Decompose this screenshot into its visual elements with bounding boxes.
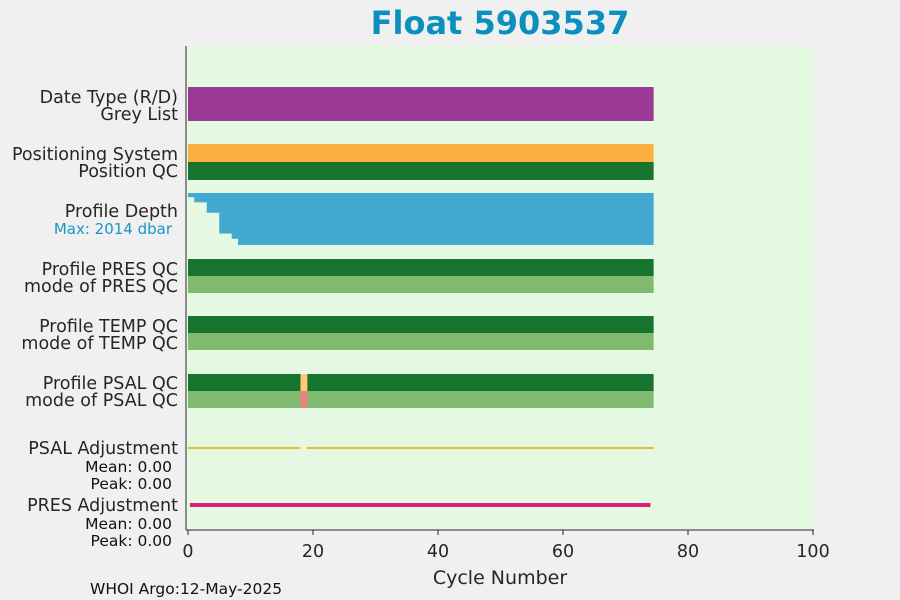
x-axis-label: Cycle Number	[433, 567, 567, 589]
psal-profile-anomaly	[300, 374, 308, 391]
row-labels-layer: Date Type (R/D)Grey List Positioning Syst…	[12, 88, 178, 550]
row-bar-0	[188, 87, 654, 121]
psal-mode-anomaly	[300, 391, 308, 408]
row-label-7: Profile TEMP QC	[39, 317, 178, 337]
adjustment-mean-0: Mean: 0.00	[85, 458, 172, 476]
profile-depth-cycle-6	[225, 193, 233, 234]
row-label-3: Position QC	[78, 162, 178, 182]
adjustment-peak-0: Peak: 0.00	[91, 475, 172, 493]
axes-layer	[185, 46, 814, 531]
row-label-8: mode of TEMP QC	[21, 334, 178, 354]
row-bar-8	[188, 333, 654, 350]
adjustment-peak-1: Peak: 0.00	[91, 532, 172, 550]
row-bar-10	[188, 391, 654, 408]
profile-depth-cycle-4	[213, 193, 220, 213]
row-label-10: mode of PSAL QC	[25, 391, 178, 411]
row-label-2: Positioning System	[12, 145, 178, 165]
profile-depth-cycle-3	[206, 193, 214, 213]
row-label-1: Grey List	[100, 105, 178, 125]
profile-depth-cycle-2	[200, 193, 208, 203]
chart-title: Float 5903537	[371, 4, 630, 42]
adjustment-label-0: PSAL Adjustment	[28, 439, 178, 459]
row-bar-2	[188, 144, 654, 162]
row-label-9: Profile PSAL QC	[43, 374, 178, 394]
row-label-4: Profile Depth	[65, 202, 178, 222]
profile-depth-bar	[238, 193, 654, 245]
x-tick-label-40: 40	[427, 542, 449, 562]
adjustment-label-1: PRES Adjustment	[27, 496, 178, 516]
row-bar-9	[188, 374, 654, 391]
row-label-6: mode of PRES QC	[24, 277, 178, 297]
x-tick-label-80: 80	[677, 542, 699, 562]
adjustment-mean-1: Mean: 0.00	[85, 515, 172, 533]
row-bar-6	[188, 276, 654, 293]
bars-layer	[188, 87, 654, 507]
x-tick-label-100: 100	[796, 542, 829, 562]
x-tick-label-0: 0	[182, 542, 193, 562]
x-tick-label-60: 60	[552, 542, 574, 562]
profile-depth-cycle-7	[231, 193, 239, 239]
row-bar-7	[188, 316, 654, 333]
profile-depth-cycle-1	[194, 193, 201, 203]
row-bar-5	[188, 259, 654, 276]
row-label-0: Date Type (R/D)	[40, 88, 178, 108]
x-tick-label-20: 20	[302, 542, 324, 562]
profile-depth-cycle-5	[219, 193, 226, 234]
profile-depth-cycle-0	[188, 193, 195, 198]
max-depth-label: Max: 2014 dbar	[54, 220, 173, 238]
footer-credit: WHOI Argo:12-May-2025	[90, 580, 282, 598]
row-bar-3	[188, 162, 654, 180]
row-label-5: Profile PRES QC	[42, 260, 178, 280]
x-ticks-layer: 0 20 40 60 80 100	[182, 530, 830, 562]
